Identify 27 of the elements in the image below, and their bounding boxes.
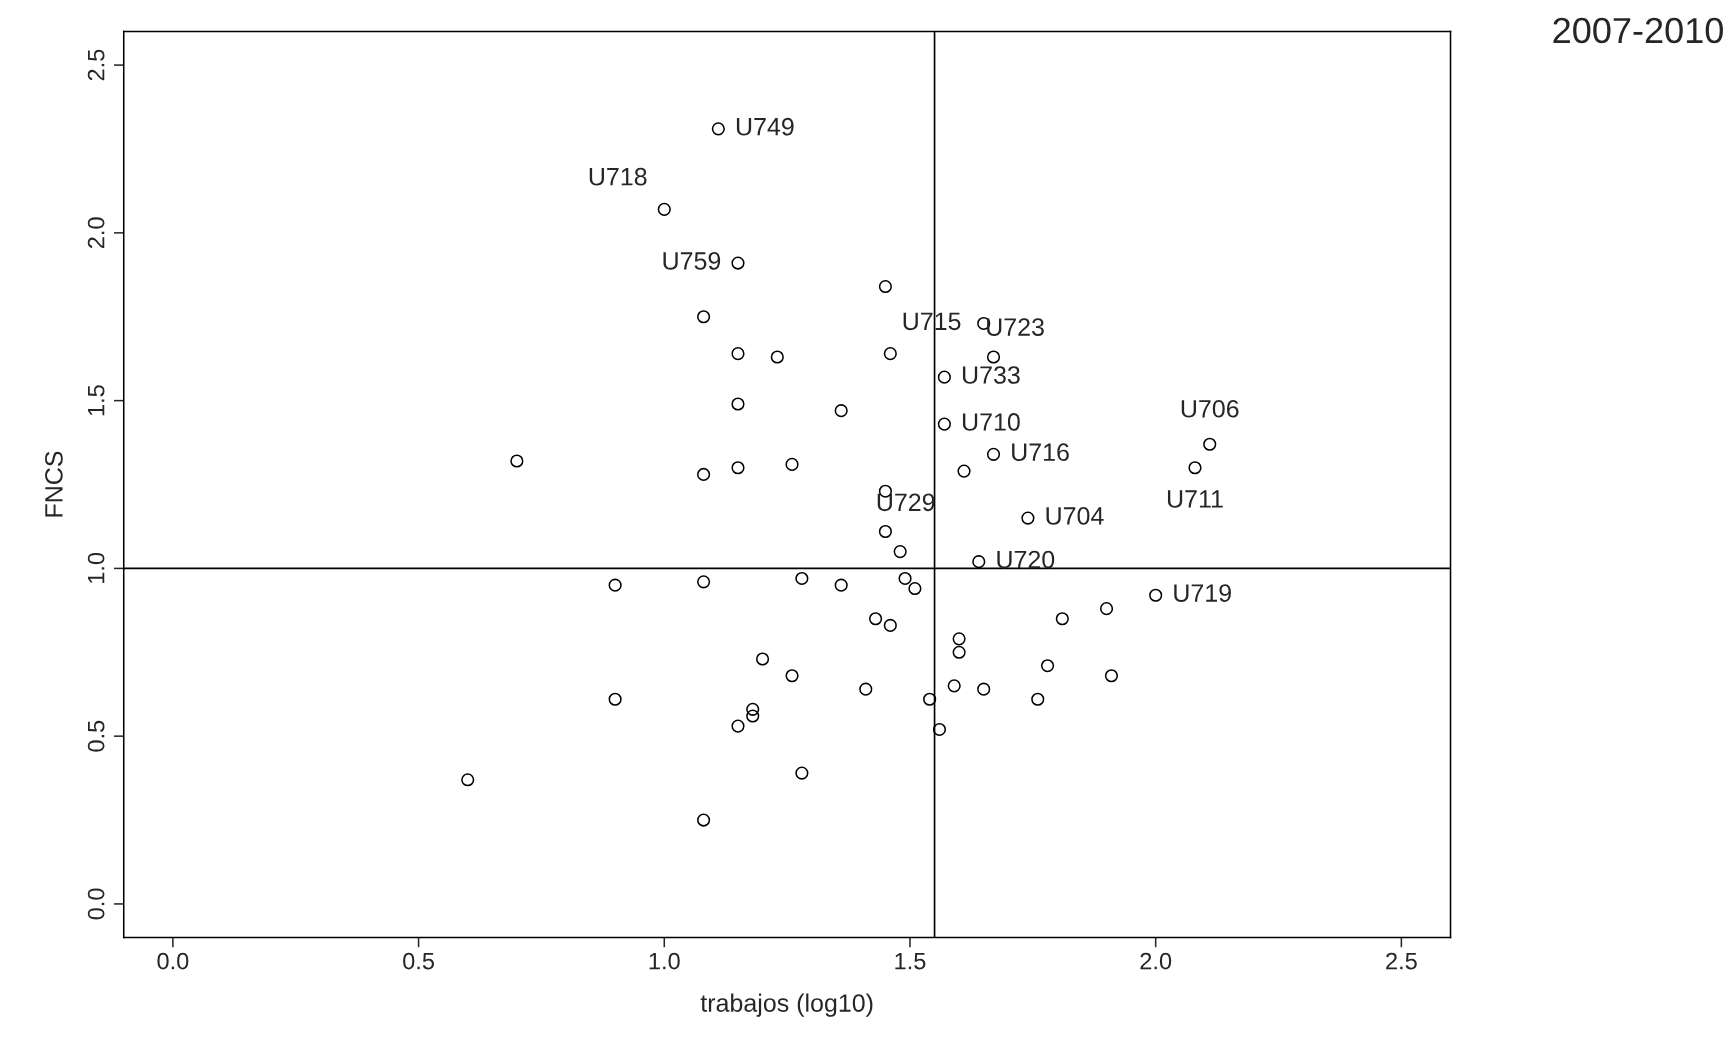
y-tick-label: 0.0 [87, 888, 105, 920]
annotation: U704 [1046, 507, 1104, 525]
annotation: U733 [962, 366, 1020, 384]
y-tick-label: 1.5 [88, 385, 105, 416]
annotation: U716 [1012, 443, 1069, 462]
y-axis-title: FNCS [45, 451, 63, 517]
annotation: U710 [962, 413, 1020, 431]
annotation: U711 [1167, 490, 1223, 508]
annotation: U749 [736, 117, 794, 136]
annotation: U706 [1181, 399, 1239, 418]
x-tick-label: 1.5 [895, 952, 926, 970]
x-tick-label: 2.0 [1140, 952, 1172, 970]
x-tick-label: 0.0 [157, 952, 189, 970]
y-tick-label: 0.5 [87, 720, 105, 752]
x-tick-label: 2.5 [1386, 952, 1417, 970]
x-tick-label: 1.0 [649, 952, 680, 970]
y-tick-label: 2.0 [87, 217, 105, 249]
annotation: U718 [589, 167, 647, 186]
x-tick-label: 0.5 [403, 952, 434, 970]
annotation: U759 [663, 252, 721, 270]
x-axis-title: trabajos (log10) [700, 993, 873, 1017]
text: 2007-2010 [1553, 17, 1723, 44]
y-tick-label: 1.0 [87, 552, 105, 584]
annotation: U723 [987, 318, 1044, 336]
annotation: U720 [997, 550, 1055, 569]
annotation: U719 [1174, 584, 1231, 602]
y-tick-label: 2.5 [87, 49, 105, 81]
